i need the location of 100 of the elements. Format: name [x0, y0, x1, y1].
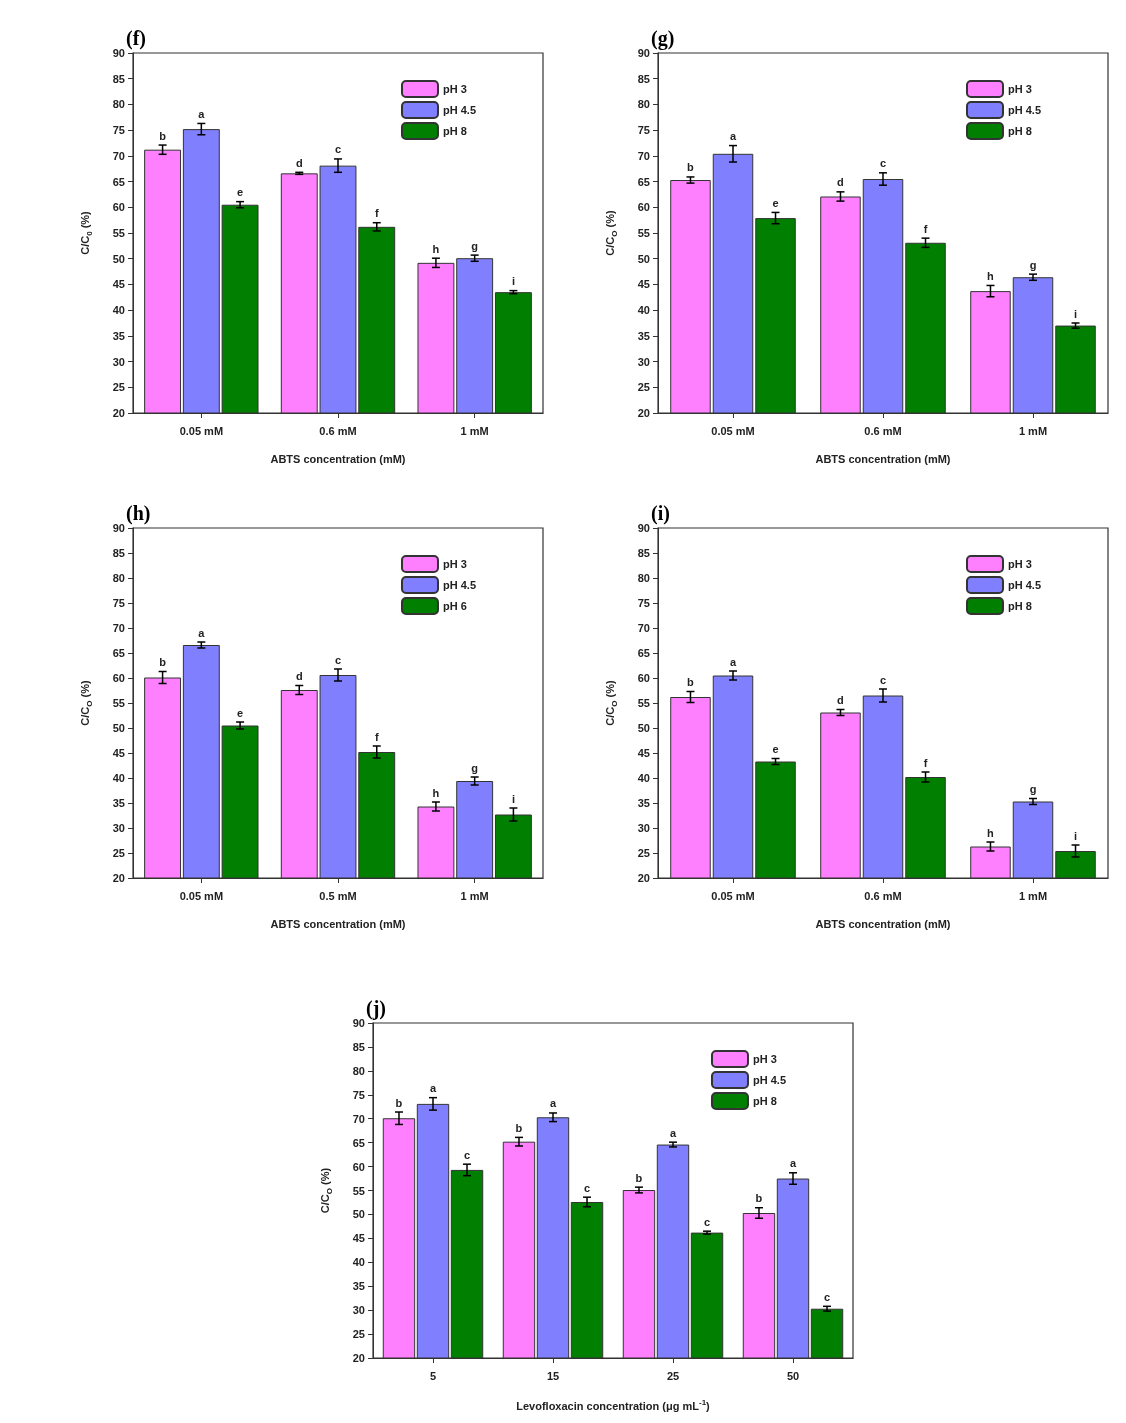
- x-tick-label: 1 mM: [1018, 424, 1048, 437]
- legend-label: pH 8: [1007, 125, 1032, 137]
- y-tick-label: 65: [112, 647, 125, 659]
- y-tick-label: 55: [112, 697, 125, 709]
- legend-label: pH 8: [442, 125, 467, 137]
- data-label: c: [703, 1215, 711, 1228]
- y-tick-label: 75: [112, 597, 125, 609]
- data-label: h: [432, 786, 440, 799]
- y-tick-label: 50: [112, 722, 125, 734]
- legend-label: pH 3: [442, 558, 467, 570]
- y-tick-label: 60: [352, 1160, 365, 1173]
- y-tick-label: 65: [637, 647, 650, 659]
- y-tick-label: 65: [112, 175, 125, 188]
- y-tick-label: 20: [112, 872, 125, 884]
- legend-label: pH 3: [1007, 558, 1032, 570]
- y-tick-label: 20: [352, 1352, 365, 1364]
- x-tick-label: 0.05 mM: [179, 889, 224, 902]
- y-tick-label: 70: [352, 1112, 365, 1125]
- x-tick-label: 0.05 mM: [711, 424, 755, 437]
- data-label: c: [879, 673, 887, 686]
- y-tick-label: 45: [637, 747, 650, 759]
- chart-title: (h): [126, 502, 151, 525]
- y-tick-label: 65: [352, 1136, 365, 1149]
- y-tick-label: 85: [637, 72, 650, 85]
- data-label: d: [295, 670, 303, 682]
- data-label: a: [669, 1126, 677, 1139]
- y-tick-label: 55: [637, 697, 650, 709]
- data-label: i: [511, 275, 515, 288]
- y-axis-title: C/CO (%): [79, 680, 94, 726]
- legend-label: pH 4.5: [442, 104, 476, 116]
- y-tick-label: 35: [637, 329, 650, 342]
- y-tick-label: 75: [352, 1088, 365, 1101]
- x-tick-label: 0.05 mM: [711, 889, 755, 902]
- x-tick-label: 1 mM: [1018, 889, 1048, 902]
- data-label: c: [463, 1148, 471, 1161]
- chart-title: (j): [366, 997, 386, 1020]
- y-tick-label: 75: [637, 124, 650, 137]
- legend-label: pH 4.5: [1007, 579, 1041, 591]
- data-label: b: [687, 676, 695, 688]
- y-tick-label: 60: [112, 201, 125, 214]
- legend-label: pH 8: [1007, 600, 1032, 612]
- y-tick-label: 20: [637, 407, 650, 419]
- y-tick-label: 35: [637, 797, 650, 809]
- data-label: h: [987, 269, 995, 282]
- y-tick-label: 80: [637, 572, 650, 584]
- x-tick-label: 0.6 mM: [864, 424, 902, 437]
- y-tick-label: 35: [112, 797, 125, 809]
- y-tick-label: 75: [112, 124, 125, 137]
- y-tick-label: 25: [637, 381, 650, 394]
- x-tick-label: 5: [429, 1369, 437, 1382]
- chart-title: (f): [126, 27, 146, 50]
- data-label: b: [395, 1096, 403, 1109]
- y-tick-label: 90: [112, 47, 125, 59]
- y-tick-label: 30: [112, 355, 125, 368]
- y-tick-label: 60: [112, 672, 125, 684]
- x-tick-label: 1 mM: [460, 889, 489, 902]
- data-label: e: [237, 706, 244, 719]
- data-label: f: [374, 730, 379, 743]
- data-label: e: [772, 196, 779, 209]
- y-tick-label: 45: [637, 278, 650, 291]
- x-tick-label: 50: [786, 1369, 800, 1382]
- y-tick-label: 45: [112, 278, 125, 291]
- x-axis-title: ABTS concentration (mM): [270, 917, 406, 930]
- chart-title: (g): [651, 27, 675, 50]
- x-tick-label: 0.05 mM: [179, 424, 224, 437]
- y-tick-label: 30: [112, 822, 125, 834]
- y-tick-label: 40: [112, 772, 125, 784]
- y-tick-label: 70: [637, 149, 650, 162]
- data-label: b: [515, 1121, 523, 1134]
- data-label: g: [471, 239, 479, 252]
- y-tick-label: 70: [112, 149, 125, 162]
- legend-label: pH 4.5: [1007, 104, 1041, 116]
- x-tick-label: 15: [546, 1369, 560, 1382]
- y-tick-label: 85: [112, 547, 125, 559]
- x-tick-label: 25: [666, 1369, 680, 1382]
- chart-title: (i): [651, 502, 670, 525]
- data-label: h: [987, 826, 995, 839]
- data-label: c: [879, 157, 887, 170]
- x-tick-label: 1 mM: [460, 424, 489, 437]
- data-label: a: [549, 1097, 557, 1110]
- data-label: g: [471, 761, 479, 774]
- y-tick-label: 85: [112, 72, 125, 85]
- data-label: a: [198, 107, 206, 120]
- data-label: i: [1073, 307, 1078, 320]
- data-label: a: [729, 130, 737, 143]
- y-tick-label: 55: [112, 227, 125, 239]
- data-label: b: [159, 656, 167, 668]
- data-label: b: [687, 161, 695, 174]
- data-label: a: [789, 1157, 797, 1170]
- y-tick-label: 90: [637, 47, 650, 59]
- data-label: d: [837, 694, 844, 706]
- x-tick-label: 0.5 mM: [319, 889, 357, 902]
- data-label: i: [1073, 829, 1078, 842]
- y-tick-label: 45: [112, 747, 125, 759]
- data-label: e: [237, 186, 244, 199]
- y-tick-label: 40: [112, 304, 125, 317]
- y-tick-label: 30: [637, 822, 650, 834]
- y-tick-label: 80: [112, 572, 125, 584]
- data-label: c: [583, 1181, 591, 1194]
- data-label: a: [429, 1082, 437, 1095]
